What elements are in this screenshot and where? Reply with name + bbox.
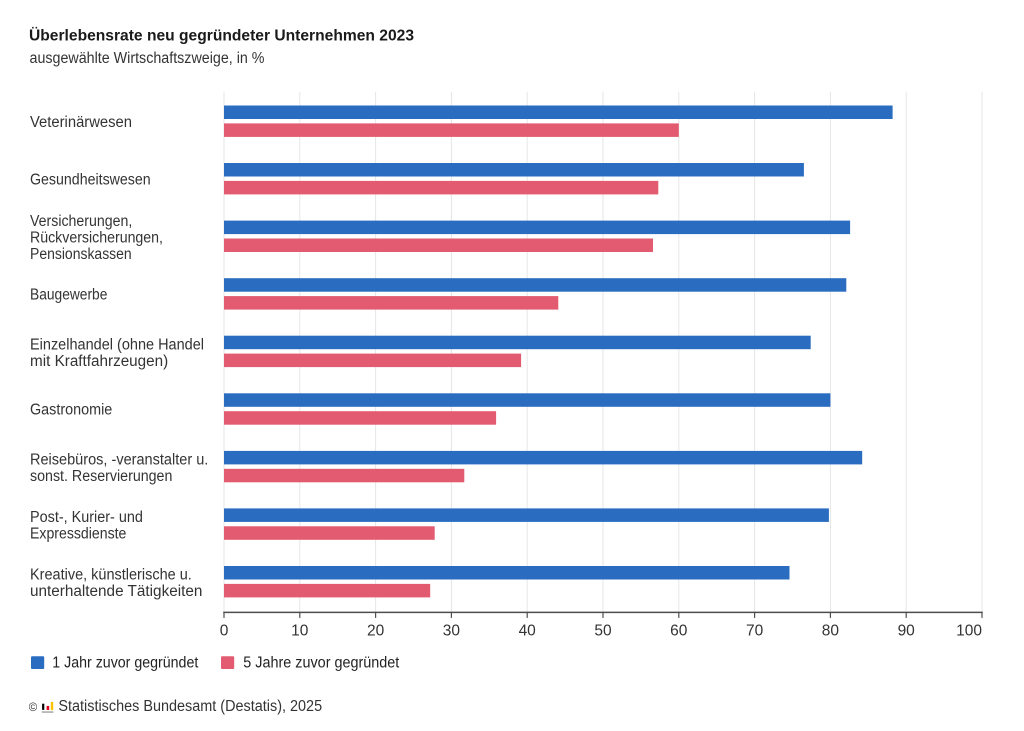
svg-text:Gastronomie: Gastronomie [30, 402, 112, 419]
svg-text:30: 30 [443, 622, 461, 639]
svg-text:Statistisches Bundesamt (Desta: Statistisches Bundesamt (Destatis), 2025 [58, 698, 322, 715]
svg-text:mit Kraftfahrzeugen): mit Kraftfahrzeugen) [30, 353, 168, 370]
svg-text:90: 90 [898, 622, 916, 639]
svg-text:Versicherungen,: Versicherungen, [30, 213, 132, 230]
svg-text:Rückversicherungen,: Rückversicherungen, [30, 229, 163, 246]
svg-text:50: 50 [594, 622, 612, 639]
svg-text:Überlebensrate neu gegründeter: Überlebensrate neu gegründeter Unternehm… [29, 26, 414, 45]
svg-text:Kreative, künstlerische u.: Kreative, künstlerische u. [30, 567, 192, 584]
svg-text:70: 70 [746, 622, 764, 639]
svg-text:Post-, Kurier- und: Post-, Kurier- und [30, 509, 143, 526]
svg-text:©: © [29, 702, 38, 714]
svg-text:Expressdienste: Expressdienste [30, 526, 126, 543]
svg-text:Baugewerbe: Baugewerbe [30, 287, 107, 304]
svg-text:10: 10 [291, 622, 309, 639]
svg-text:5 Jahre zuvor gegründet: 5 Jahre zuvor gegründet [243, 655, 400, 672]
svg-text:unterhaltende Tätigkeiten: unterhaltende Tätigkeiten [30, 583, 202, 600]
svg-text:Einzelhandel (ohne Handel: Einzelhandel (ohne Handel [30, 336, 204, 353]
svg-text:Reisebüros, -veranstalter u.: Reisebüros, -veranstalter u. [30, 452, 208, 469]
svg-text:80: 80 [822, 622, 840, 639]
svg-text:Veterinärwesen: Veterinärwesen [30, 114, 132, 131]
svg-text:100: 100 [956, 622, 982, 639]
svg-text:Gesundheitswesen: Gesundheitswesen [30, 171, 151, 188]
svg-text:60: 60 [670, 622, 688, 639]
svg-text:1 Jahr zuvor gegründet: 1 Jahr zuvor gegründet [52, 655, 199, 672]
svg-text:20: 20 [367, 622, 385, 639]
svg-text:40: 40 [519, 622, 537, 639]
svg-text:sonst. Reservierungen: sonst. Reservierungen [30, 468, 172, 485]
svg-text:0: 0 [220, 622, 229, 639]
svg-text:Pensionskassen: Pensionskassen [30, 246, 132, 263]
svg-text:ausgewählte Wirtschaftszweige,: ausgewählte Wirtschaftszweige, in % [30, 50, 265, 67]
